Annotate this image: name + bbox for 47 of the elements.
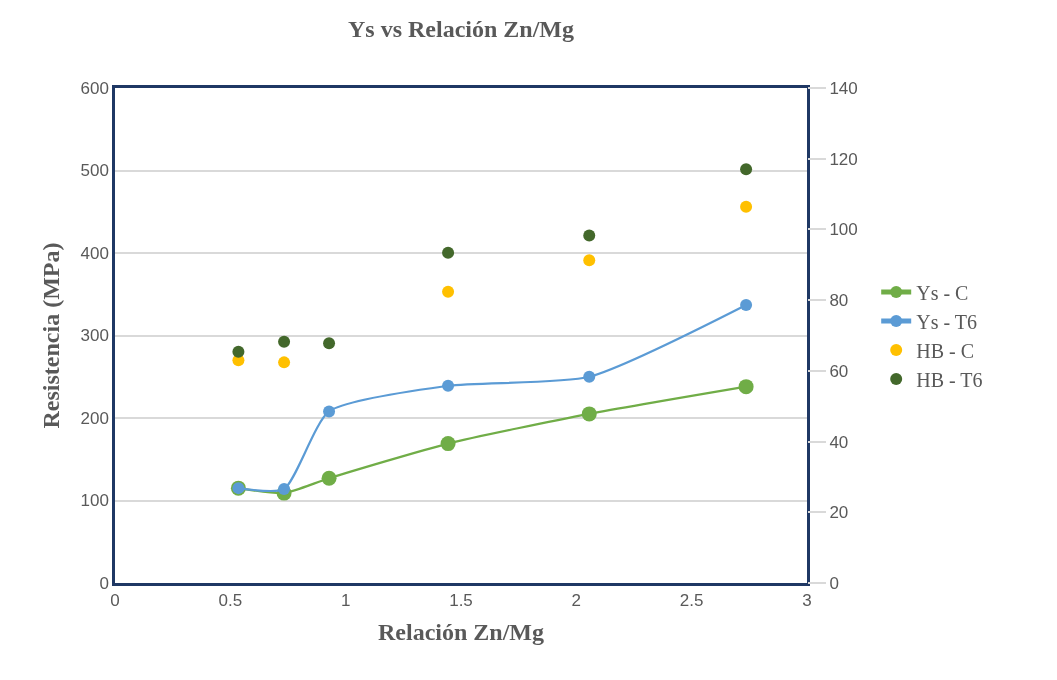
x-tick-label: 2 [571,591,582,611]
y2-tick-label: 20 [829,503,849,523]
chart-title: Ys vs Relación Zn/Mg [347,16,575,43]
point [278,335,291,348]
y2-tick-label: 140 [829,78,858,98]
y-tick-label: 100 [80,491,109,511]
x-tick-label: 3 [802,591,812,611]
y2-tick-label: 80 [829,291,849,311]
legend-label: HB - C [916,339,974,362]
y-tick-label: 0 [99,573,109,593]
point [323,405,336,418]
x-tick-label: 1 [340,591,351,611]
point [321,470,337,486]
point [442,246,455,259]
x-tick-label: 1.5 [449,591,473,611]
point [442,285,455,298]
legend-label: Ys - C [916,281,969,304]
y2-tick-label: 120 [829,149,858,169]
y2-tick-label: 60 [829,361,849,381]
point [740,298,753,311]
legend-label: HB - T6 [916,368,983,391]
point [583,370,596,383]
x-tick-label: 0.5 [218,591,243,611]
y-tick-label: 300 [80,326,109,346]
y2-tick-label: 100 [829,220,858,240]
legend-label: Ys - T6 [916,310,977,333]
point [440,436,456,452]
point [740,200,753,213]
y-tick-label: 500 [80,161,109,181]
point [442,379,455,392]
y-tick-label: 600 [80,78,109,98]
y-tick-label: 400 [80,243,109,263]
y2-tick-label: 40 [829,432,849,452]
point [581,406,597,422]
point [323,337,336,350]
point [740,163,753,176]
point [278,356,291,369]
y-tick-label: 200 [80,408,109,428]
x-tick-label: 2.5 [679,591,704,611]
y2-tick-label: 0 [829,573,839,593]
point [583,229,596,242]
point [232,345,245,358]
point [583,254,596,267]
point [278,482,291,495]
x-axis-title: Relación Zn/Mg [378,619,544,646]
y-axis-title: Resistencia (MPa) [37,242,64,429]
point [738,379,754,395]
